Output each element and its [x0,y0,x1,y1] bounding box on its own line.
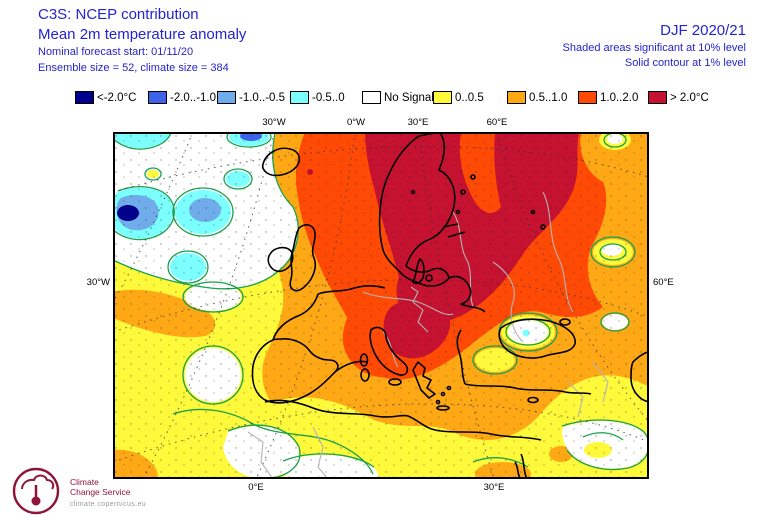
legend-item: -0.5..0 [290,91,345,104]
season-label: DJF 2020/21 [660,22,746,39]
axis-label-top-60e: 60°E [486,117,508,128]
copernicus-logo: Climate Change Service climate.copernicu… [8,461,208,518]
contribution-title: C3S: NCEP contribution [38,6,199,23]
legend-swatch-minus1-minus05 [217,91,236,104]
axis-label-right-60e: 60°E [653,277,674,288]
legend-item: > 2.0°C [648,91,709,104]
axis-label-top-30w: 30°W [262,117,286,128]
legend-item: -1.0..-0.5 [217,91,285,104]
legend-swatch-below-minus2 [75,91,94,104]
legend-item: No Signal [362,91,434,104]
axis-label-left-30w: 30°W [86,277,110,288]
logo-text: Climate Change Service [70,477,131,497]
contour-significance-note: Solid contour at 1% level [624,57,746,69]
legend-swatch-no-signal [362,91,381,104]
temperature-anomaly-map [113,132,649,479]
shaded-significance-note: Shaded areas significant at 10% level [562,42,746,54]
forecast-start-note: Nominal forecast start: 01/11/20 [38,46,194,58]
graticule [113,132,649,479]
page-title: Mean 2m temperature anomaly [38,26,247,43]
ensemble-size-note: Ensemble size = 52, climate size = 384 [38,62,229,74]
axis-label-bottom-0e: 0°E [248,482,264,493]
legend-swatch-1-2 [578,91,597,104]
legend-item: 0.5..1.0 [507,91,567,104]
logo-url: climate.copernicus.eu [70,501,147,508]
legend-swatch-05-1 [507,91,526,104]
axis-label-top-30e: 30°E [407,117,429,128]
legend-item: -2.0..-1.0 [148,91,216,104]
axis-label-top-0w: 0°W [346,117,366,128]
legend-swatch-0-05 [433,91,452,104]
climate-service-logo-icon [12,467,60,515]
legend-item: 0..0.5 [433,91,484,104]
legend-item: 1.0..2.0 [578,91,638,104]
legend-swatch-minus2-minus1 [148,91,167,104]
legend-swatch-minus05-0 [290,91,309,104]
coastlines [251,132,649,479]
map-border [113,132,649,479]
axis-label-bottom-30e: 30°E [483,482,505,493]
legend-swatch-above-2 [648,91,667,104]
significance-stippling [113,132,649,479]
legend-item: <-2.0°C [75,91,136,104]
